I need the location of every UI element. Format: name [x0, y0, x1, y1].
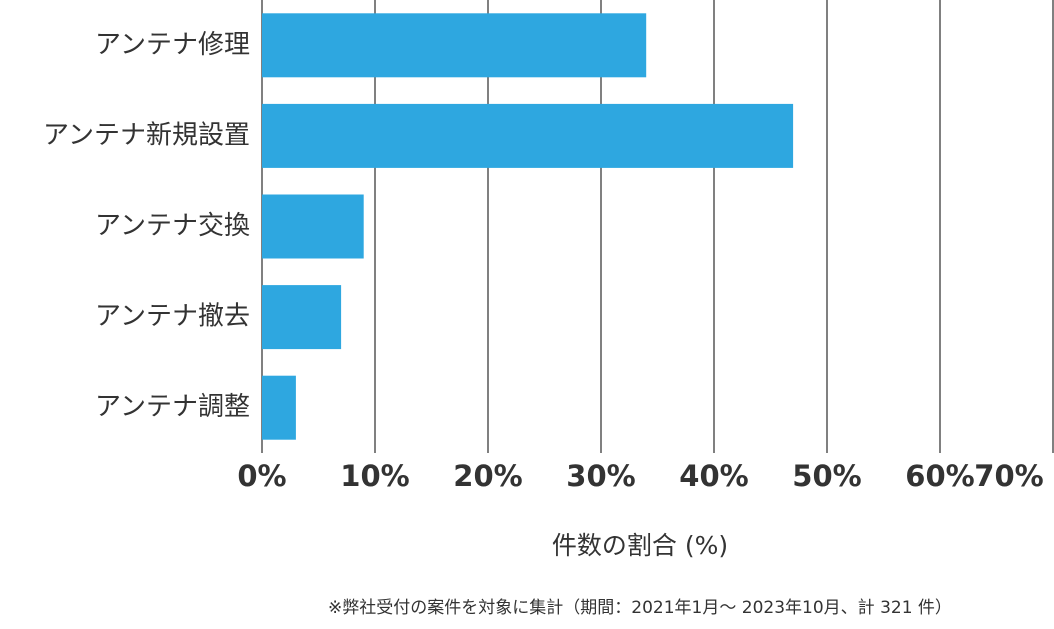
y-tick-label: アンテナ修理: [95, 30, 250, 60]
bar: [262, 375, 296, 440]
y-tick-label: アンテナ撤去: [95, 302, 250, 332]
y-tick-label: アンテナ新規設置: [43, 120, 250, 150]
footnote: ※弊社受付の案件を対象に集計（期間：2021年1月～ 2023年10月、計 32…: [328, 598, 952, 618]
x-tick-label: 20%: [453, 459, 522, 493]
x-tick-label: 50%: [792, 459, 861, 493]
bar: [262, 13, 647, 78]
x-axis-title: 件数の割合 (%): [552, 531, 728, 560]
x-tick-label: 0%: [237, 459, 286, 493]
x-tick-label: 60%: [905, 459, 974, 493]
x-tick-label: 70%: [974, 459, 1043, 493]
x-tick-label: 40%: [679, 459, 748, 493]
bar: [262, 285, 342, 350]
y-tick-label: アンテナ調整: [95, 392, 250, 422]
x-tick-label: 10%: [340, 459, 409, 493]
bar: [262, 103, 794, 168]
bar: [262, 194, 364, 259]
x-tick-label: 30%: [566, 459, 635, 493]
y-tick-label: アンテナ交換: [95, 211, 250, 241]
